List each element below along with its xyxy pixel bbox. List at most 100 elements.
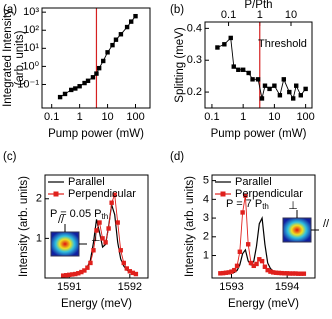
marker xyxy=(240,67,246,72)
annotation: Threshold xyxy=(258,38,307,50)
marker xyxy=(251,263,256,269)
y-tick-label: 10⁰ xyxy=(22,60,39,72)
marker xyxy=(82,268,87,273)
y-tick-label: 10⁻¹ xyxy=(17,78,39,90)
x-tick-label: 0.1 xyxy=(204,111,219,123)
marker xyxy=(267,86,272,92)
marker xyxy=(60,273,66,278)
marker xyxy=(248,260,254,266)
marker xyxy=(232,267,237,273)
marker xyxy=(257,257,262,262)
marker xyxy=(124,266,129,271)
marker xyxy=(296,271,301,276)
y-tick-label: 0.3 xyxy=(187,54,202,66)
inset-top-symbol: ⊥ xyxy=(288,200,298,212)
marker xyxy=(262,83,268,88)
mode-image xyxy=(50,231,80,257)
marker xyxy=(73,271,78,277)
panel: (b) 0.1 1 10 100 0.2 0.3 0.4 0.1 1 10 P/Pth Pump pow… xyxy=(170,0,315,140)
marker xyxy=(103,240,108,245)
panel: (a) 0.1 1 10 100 10⁻¹ 10⁰ 10¹ 10² 10³ Pump power (… xyxy=(2,4,151,140)
marker xyxy=(255,77,261,82)
marker xyxy=(298,271,304,276)
marker xyxy=(130,270,136,276)
marker xyxy=(228,35,233,41)
x-tick-label: 1 xyxy=(77,111,83,123)
marker xyxy=(118,248,123,253)
marker xyxy=(271,270,276,275)
marker xyxy=(67,272,72,278)
marker xyxy=(97,220,102,225)
y-tick-label: 5 xyxy=(203,175,209,187)
panel-label: (a) xyxy=(3,4,17,16)
annotation: P = 0.05 Pth xyxy=(50,208,108,221)
marker xyxy=(79,269,84,275)
marker xyxy=(284,271,290,276)
marker xyxy=(90,75,96,80)
marker xyxy=(110,42,115,48)
annotation-text: P = 0.05 P xyxy=(50,208,101,220)
marker xyxy=(96,65,102,71)
marker xyxy=(57,94,63,100)
marker xyxy=(243,193,248,198)
marker xyxy=(301,271,307,276)
y-tick-label: 4 xyxy=(203,193,209,205)
marker xyxy=(262,264,268,269)
marker xyxy=(290,271,295,276)
marker xyxy=(273,270,279,275)
marker xyxy=(115,220,120,225)
y-tick-label: 10² xyxy=(23,24,39,36)
x-tick-label: 100 xyxy=(126,111,144,123)
marker xyxy=(128,19,134,24)
y-axis-label: Integrated Intensity xyxy=(2,9,14,107)
x-tick-label: 1593 xyxy=(219,281,243,293)
marker xyxy=(112,192,117,198)
marker xyxy=(234,263,240,269)
marker xyxy=(272,83,277,88)
panel-label: (b) xyxy=(170,4,184,16)
x-tick-label: 1 xyxy=(240,111,246,123)
marker xyxy=(77,84,82,89)
x2-tick-label: 10 xyxy=(285,9,297,21)
y-tick-label: 0.2 xyxy=(187,86,202,98)
legend-marker xyxy=(53,191,59,197)
inset-side-symbol: ⊥ xyxy=(91,232,101,244)
x-tick-label: 1594 xyxy=(275,281,299,293)
marker xyxy=(62,91,68,97)
plot-frame xyxy=(211,174,316,279)
marker xyxy=(69,87,74,93)
marker xyxy=(91,248,96,253)
annotation-text: Threshold xyxy=(258,38,307,50)
x-tick-label: 100 xyxy=(296,111,314,123)
x2-tick-label: 0.1 xyxy=(221,9,236,21)
marker xyxy=(218,271,223,276)
marker xyxy=(287,89,292,95)
marker xyxy=(254,261,259,267)
plot-frame xyxy=(41,7,151,109)
inset-side-symbol: // xyxy=(323,218,330,230)
y-tick-label: 2 xyxy=(203,231,209,243)
marker xyxy=(94,228,99,233)
marker xyxy=(113,37,119,42)
marker xyxy=(259,96,265,101)
marker xyxy=(294,83,299,88)
marker xyxy=(109,200,114,205)
y-tick-label: 0.4 xyxy=(187,22,202,34)
panel-label: (d) xyxy=(170,151,184,163)
annotation-text: P = 7 P xyxy=(226,198,262,210)
marker xyxy=(279,270,284,276)
y-axis-label: Intensity (arb. units) xyxy=(18,176,30,277)
marker xyxy=(259,258,265,264)
marker xyxy=(133,271,139,277)
marker xyxy=(64,273,69,278)
x-tick-label: 10 xyxy=(268,111,280,123)
marker xyxy=(303,86,308,92)
marker xyxy=(215,45,220,50)
x-axis-label: Pump power (mW) xyxy=(211,128,307,140)
marker xyxy=(277,93,283,98)
marker xyxy=(76,271,81,276)
marker xyxy=(223,270,229,275)
y-tick-label: 1 xyxy=(36,232,42,244)
panel: (d) 1593 1594 1 2 3 4 5 Energy (meV) Intensity (a… xyxy=(170,151,330,310)
